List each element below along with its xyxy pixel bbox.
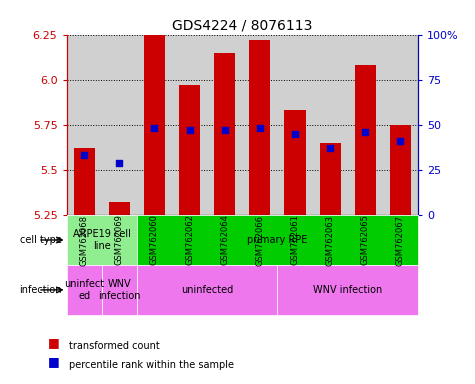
Bar: [109, 202, 130, 215]
Bar: [320, 143, 341, 215]
Text: GSM762064: GSM762064: [220, 215, 229, 265]
Point: [115, 160, 123, 166]
Point: [221, 127, 228, 133]
Bar: [144, 35, 165, 215]
Point: [397, 138, 404, 144]
Text: GSM762063: GSM762063: [326, 215, 334, 265]
Bar: [242, 35, 277, 215]
Bar: [355, 65, 376, 215]
Bar: [179, 85, 200, 215]
Text: uninfected: uninfected: [181, 285, 233, 295]
Bar: [348, 35, 383, 215]
Text: infection: infection: [19, 285, 62, 295]
Title: GDS4224 / 8076113: GDS4224 / 8076113: [172, 18, 313, 32]
Text: GSM762069: GSM762069: [115, 215, 124, 265]
Bar: [383, 35, 418, 215]
Text: cell type: cell type: [20, 235, 62, 245]
Text: WNV
infection: WNV infection: [98, 279, 141, 301]
Point: [291, 131, 299, 137]
Bar: [137, 35, 172, 215]
Bar: [172, 35, 207, 215]
Bar: [102, 35, 137, 215]
Bar: [214, 53, 235, 215]
Text: GSM762061: GSM762061: [291, 215, 299, 265]
Text: transformed count: transformed count: [69, 341, 160, 351]
Bar: [66, 35, 102, 215]
Bar: [313, 35, 348, 215]
Bar: [285, 110, 305, 215]
Point: [326, 145, 334, 151]
Text: GSM762066: GSM762066: [256, 215, 264, 265]
Text: ■: ■: [48, 336, 59, 349]
Text: uninfect
ed: uninfect ed: [64, 279, 104, 301]
Point: [80, 152, 88, 159]
Text: GSM762060: GSM762060: [150, 215, 159, 265]
Text: ■: ■: [48, 355, 59, 368]
Bar: [249, 40, 270, 215]
Point: [361, 129, 369, 135]
Text: primary RPE: primary RPE: [247, 235, 308, 245]
Text: GSM762065: GSM762065: [361, 215, 370, 265]
Point: [186, 127, 193, 133]
Bar: [277, 35, 313, 215]
Text: GSM762067: GSM762067: [396, 215, 405, 265]
Point: [256, 125, 264, 131]
Text: GSM762062: GSM762062: [185, 215, 194, 265]
Bar: [207, 35, 242, 215]
Text: GSM762068: GSM762068: [80, 215, 88, 265]
Text: percentile rank within the sample: percentile rank within the sample: [69, 360, 234, 370]
Bar: [390, 125, 411, 215]
Point: [151, 125, 158, 131]
Bar: [74, 148, 95, 215]
Text: WNV infection: WNV infection: [313, 285, 382, 295]
Text: ARPE19 cell
line: ARPE19 cell line: [73, 229, 131, 251]
